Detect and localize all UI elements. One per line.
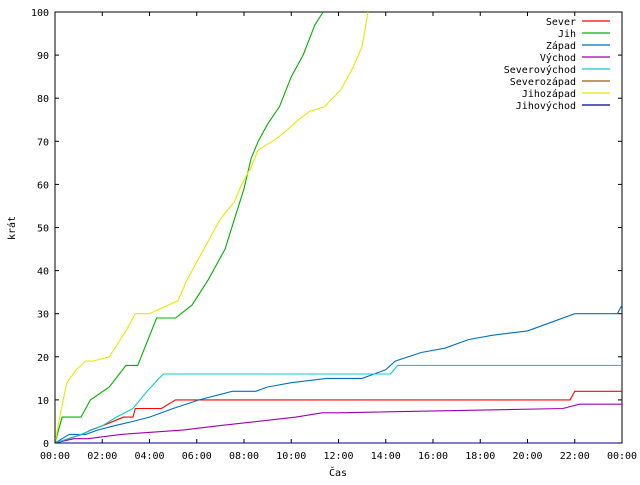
y-tick-label: 50 <box>37 224 49 235</box>
x-tick-label: 22:00 <box>560 451 590 462</box>
legend: SeverJihZápadVýchodSeverovýchodSeverozáp… <box>504 17 610 112</box>
x-axis-label: Čas <box>329 466 347 479</box>
x-tick-label: 08:00 <box>229 451 259 462</box>
legend-label: Severovýchod <box>504 64 576 76</box>
x-tick-label: 00:00 <box>40 451 70 462</box>
x-tick-label: 20:00 <box>512 451 542 462</box>
legend-label: Východ <box>540 52 576 64</box>
x-tick-label: 16:00 <box>418 451 448 462</box>
x-tick-label: 10:00 <box>276 451 306 462</box>
legend-label: Jihovýchod <box>516 100 576 112</box>
legend-label: Jih <box>558 29 576 40</box>
series-line-3 <box>54 403 622 444</box>
y-tick-label: 10 <box>37 396 49 407</box>
y-tick-label: 30 <box>37 310 49 321</box>
legend-label: Jihozápad <box>522 88 576 100</box>
x-tick-label: 04:00 <box>134 451 164 462</box>
series-line-4 <box>54 364 622 444</box>
y-axis-label: krát <box>6 216 18 240</box>
plot-area <box>54 11 623 444</box>
x-tick-label: 00:00 <box>607 451 637 462</box>
y-tick-label: 60 <box>37 180 49 191</box>
x-tick-label: 06:00 <box>182 451 212 462</box>
y-tick-label: 100 <box>31 8 49 19</box>
y-tick-label: 70 <box>37 137 49 148</box>
legend-label: Sever <box>546 17 576 28</box>
y-tick-label: 90 <box>37 51 49 62</box>
x-tick-label: 02:00 <box>87 451 117 462</box>
legend-label: Západ <box>546 40 576 52</box>
x-tick-label: 18:00 <box>465 451 495 462</box>
x-tick-label: 14:00 <box>371 451 401 462</box>
series-line-1 <box>54 11 324 444</box>
y-tick-label: 80 <box>37 94 49 105</box>
y-tick-label: 0 <box>43 439 49 450</box>
series-line-2 <box>54 304 623 444</box>
y-tick-label: 20 <box>37 353 49 364</box>
ticks-layer: 0 10 20 30 40 50 60 70 80 90 100 00:00 02:00 04:00 06:… <box>31 8 637 462</box>
x-tick-label: 12:00 <box>323 451 353 462</box>
legend-label: Severozápad <box>510 76 576 88</box>
y-tick-label: 40 <box>37 267 49 278</box>
series-line-6 <box>54 11 369 444</box>
